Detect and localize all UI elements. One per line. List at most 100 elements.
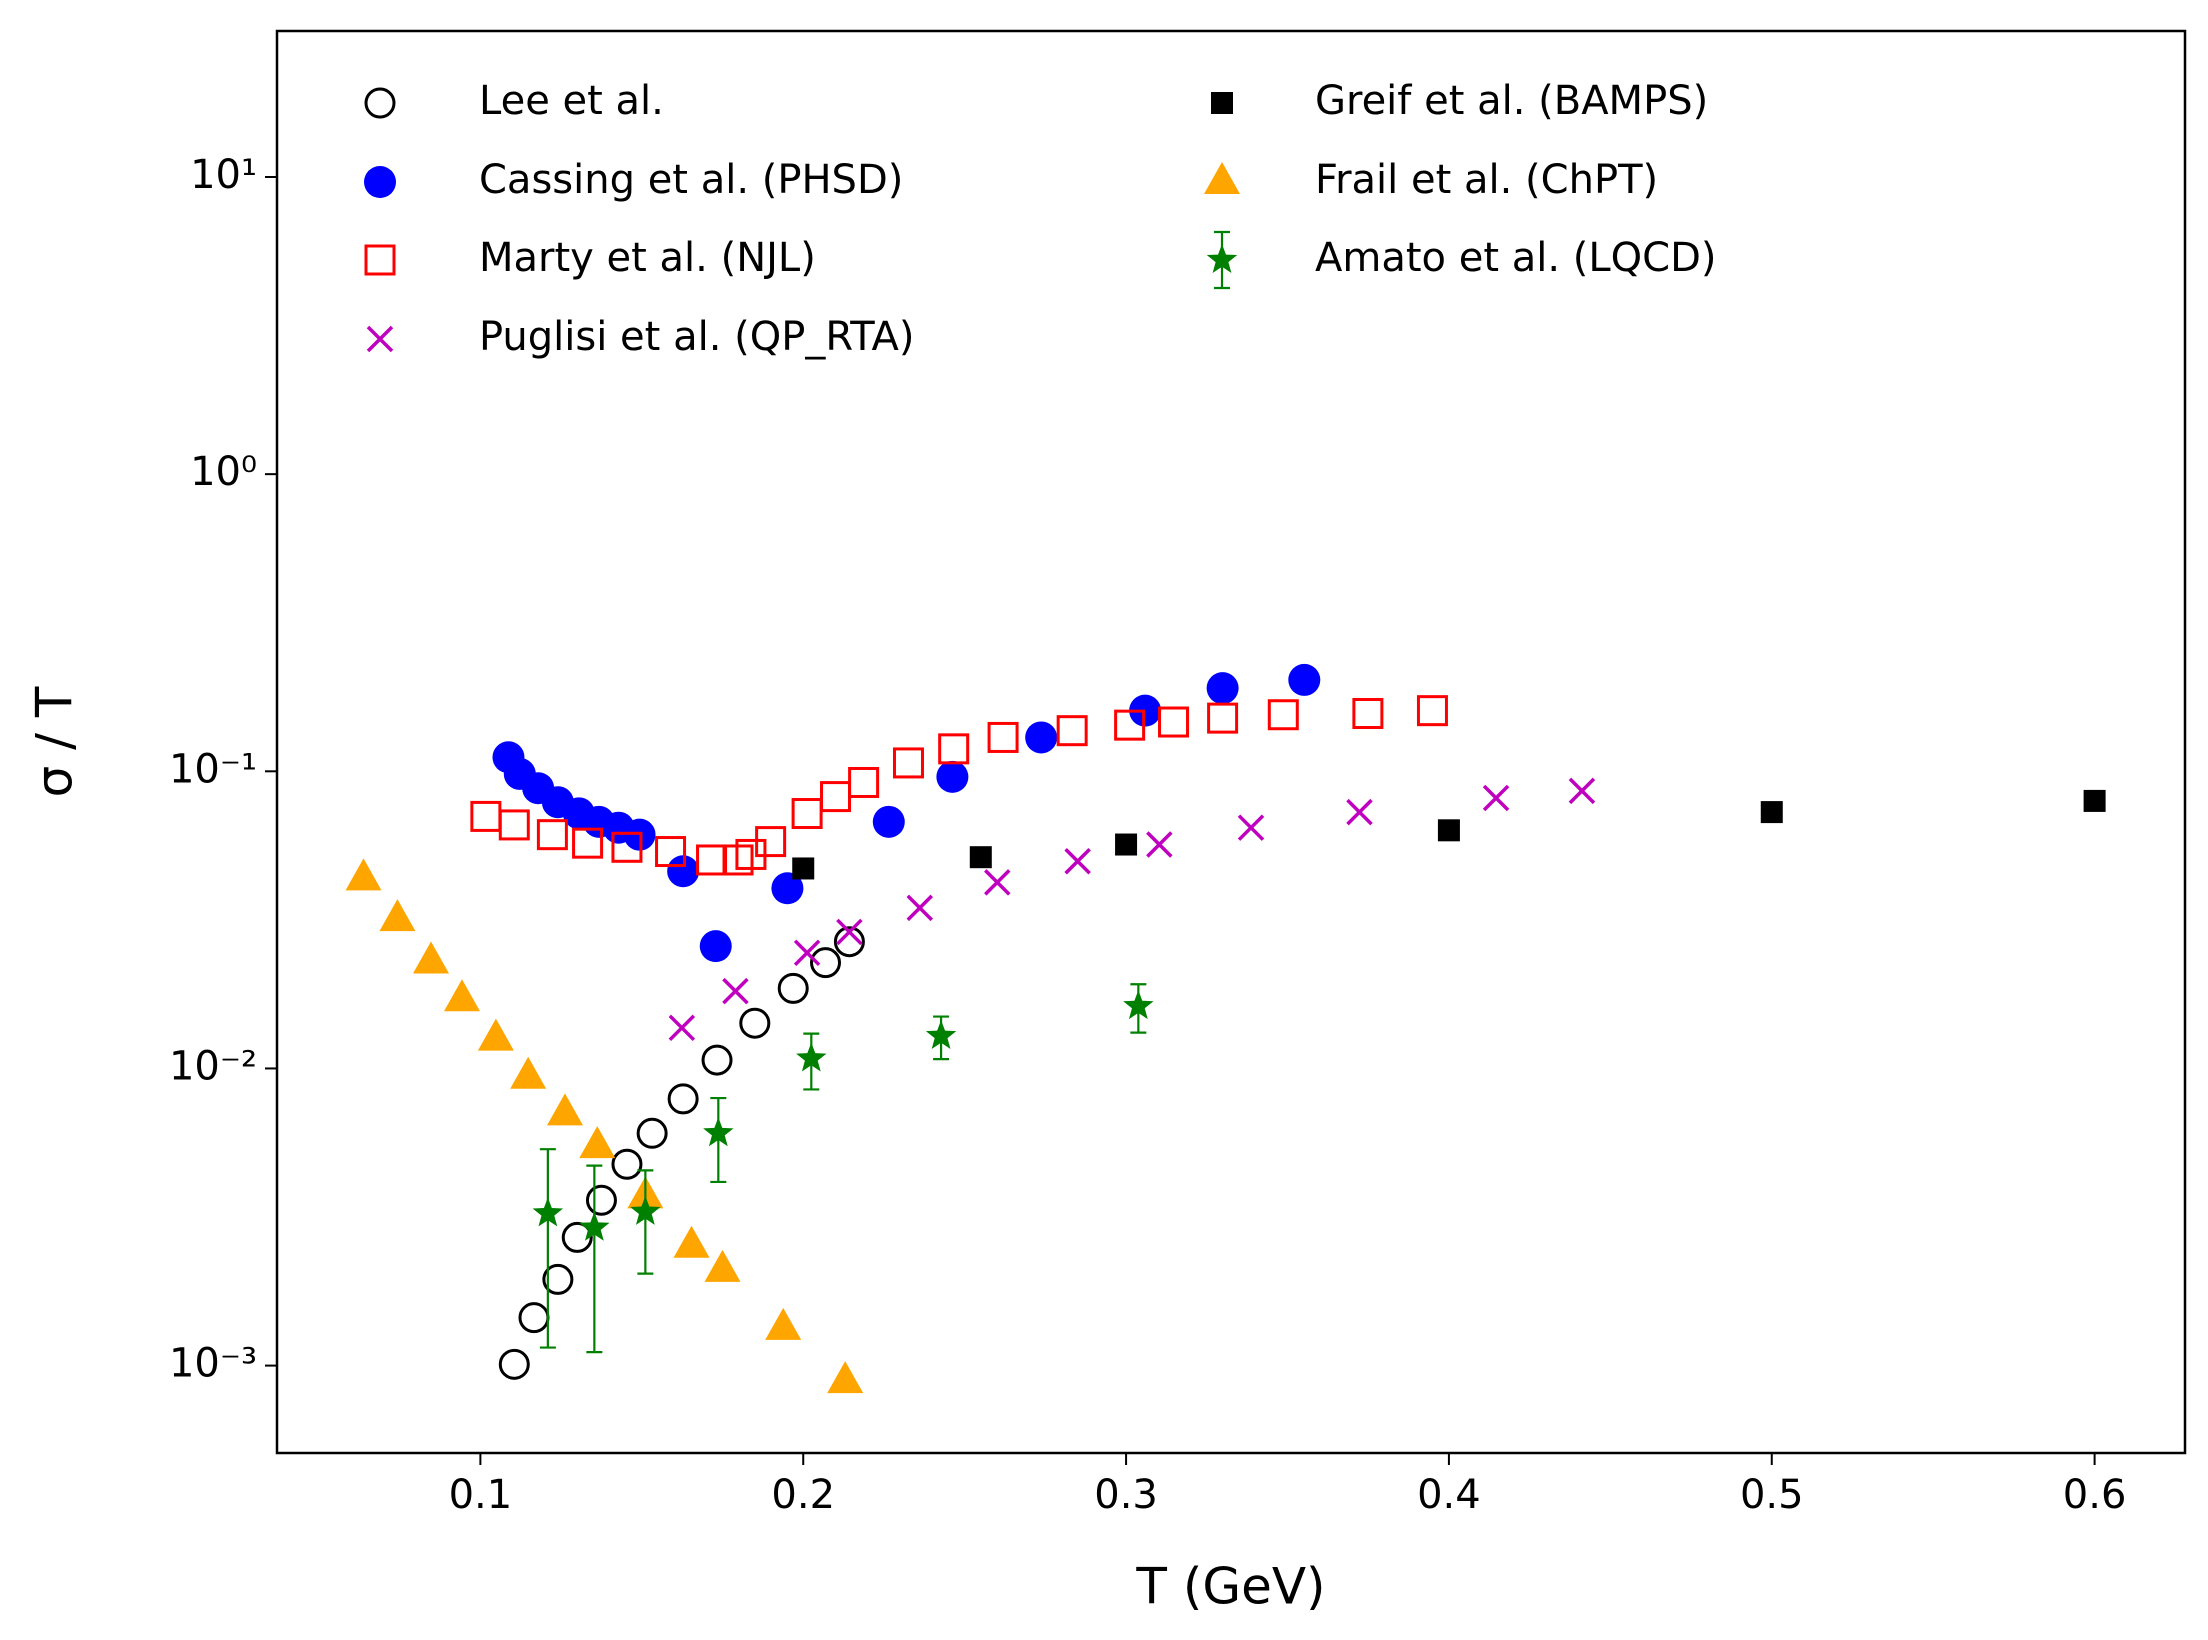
legend-label: Lee et al. [479, 78, 664, 124]
data-point [667, 1083, 699, 1115]
legend-label: Amato et al. (LQCD) [1315, 235, 1716, 281]
data-point [1056, 715, 1088, 747]
legend-marker [1204, 162, 1240, 194]
data-point [1025, 721, 1058, 754]
legend-marker [364, 166, 396, 198]
y-tick-label: 10⁻² [169, 1043, 257, 1089]
data-point [696, 844, 728, 876]
data-point [1237, 814, 1265, 841]
data-point [498, 1348, 530, 1380]
plot-frame [275, 29, 2187, 1455]
data-point [906, 894, 934, 922]
data-point [848, 766, 880, 798]
data-point [1114, 709, 1146, 741]
data-point [1482, 784, 1510, 812]
data-point [1346, 798, 1373, 826]
data-point [477, 1018, 514, 1051]
data-point [579, 1126, 616, 1159]
data-point [579, 1211, 610, 1241]
data-point [1267, 699, 1299, 731]
data-point [518, 1302, 550, 1334]
data-point [771, 872, 804, 905]
error-bar [637, 1169, 654, 1275]
data-point [1064, 848, 1091, 875]
data-point [836, 918, 863, 946]
legend-marker [364, 244, 396, 276]
data-point [796, 1042, 827, 1072]
data-point [611, 1148, 643, 1180]
data-point [701, 1044, 733, 1076]
data-point [739, 1007, 771, 1039]
data-point [510, 1056, 547, 1089]
data-point [1352, 698, 1384, 730]
data-point [820, 781, 852, 813]
legend-label: Cassing et al. (PHSD) [479, 157, 903, 203]
data-point [1146, 831, 1173, 858]
data-point [938, 733, 970, 765]
legend-label: Marty et al. (NJL) [479, 235, 816, 281]
data-point [542, 1263, 574, 1295]
data-point [1568, 777, 1596, 805]
data-point [984, 869, 1011, 896]
data-point [379, 899, 416, 932]
data-point [765, 1307, 802, 1340]
y-tick-label: 10¹ [190, 152, 257, 198]
data-point [585, 1184, 617, 1216]
data-point [1288, 663, 1321, 696]
legend-marker [364, 87, 396, 119]
data-point [699, 930, 732, 963]
data-point [892, 747, 924, 779]
data-point [1206, 672, 1239, 705]
legend-label: Greif et al. (BAMPS) [1315, 78, 1708, 124]
data-point [630, 1195, 661, 1225]
y-axis-label: σ / T [26, 686, 84, 797]
x-tick-label: 0.3 [1094, 1472, 1158, 1518]
data-point [443, 979, 480, 1012]
legend-marker [1206, 244, 1238, 273]
data-point [1115, 833, 1138, 856]
x-tick-label: 0.1 [449, 1472, 513, 1518]
data-point [1416, 695, 1448, 727]
data-point [969, 846, 992, 869]
data-point [667, 855, 700, 888]
x-tick-label: 0.2 [771, 1472, 835, 1518]
data-point [1207, 702, 1239, 734]
data-point [722, 977, 749, 1005]
y-tick-label: 10⁻¹ [169, 746, 257, 792]
data-point [636, 1117, 668, 1149]
data-point [2083, 789, 2106, 812]
data-point [611, 831, 643, 863]
data-point [470, 800, 502, 832]
error-bar [586, 1164, 603, 1354]
data-point [1760, 801, 1783, 824]
data-point [1158, 706, 1190, 738]
data-point [791, 798, 823, 830]
data-point [936, 760, 969, 793]
legend-marker [1211, 92, 1233, 114]
data-point [792, 857, 815, 880]
data-point [536, 819, 568, 851]
data-point [546, 1093, 583, 1126]
data-point [572, 827, 604, 859]
data-point [810, 947, 842, 979]
data-point [987, 721, 1019, 753]
legend-label: Puglisi et al. (QP_RTA) [479, 314, 915, 360]
data-point [777, 972, 809, 1004]
data-point [561, 1221, 593, 1253]
data-point [833, 926, 865, 958]
data-point [827, 1361, 864, 1394]
legend-marker [366, 325, 394, 353]
x-axis-label: T (GeV) [1135, 1558, 1325, 1616]
x-tick-label: 0.4 [1417, 1472, 1481, 1518]
data-point [793, 939, 821, 967]
x-tick-label: 0.5 [1740, 1472, 1804, 1518]
x-tick-label: 0.6 [2063, 1472, 2127, 1518]
y-tick-label: 10⁻³ [169, 1341, 257, 1387]
data-point [532, 1197, 564, 1227]
data-point [345, 858, 382, 891]
legend-label: Frail et al. (ChPT) [1315, 157, 1658, 203]
data-point [412, 941, 449, 974]
data-point [703, 1117, 734, 1147]
data-point [498, 809, 530, 841]
